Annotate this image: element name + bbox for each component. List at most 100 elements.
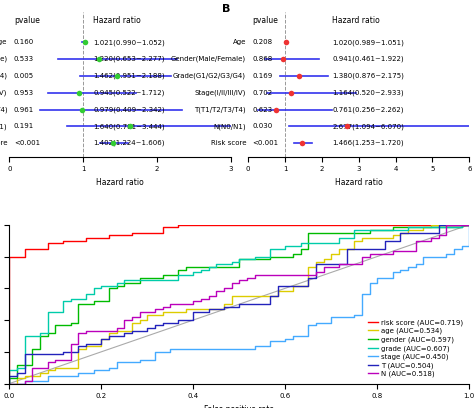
Text: 1.220(0.653~2.277): 1.220(0.653~2.277) (93, 56, 165, 62)
N (AUC=0.518) (283, 273, 288, 277)
N (AUC=0.518) (75, 331, 82, 336)
T (AUC=0.504) (145, 326, 150, 330)
gender (AUC=0.597) (451, 225, 457, 230)
Text: <0.001: <0.001 (14, 140, 40, 146)
Text: 0.533: 0.533 (14, 56, 34, 62)
T (AUC=0.504) (466, 222, 472, 227)
T (AUC=0.504) (7, 381, 12, 386)
Line: age (AUC=0.534): age (AUC=0.534) (9, 225, 469, 384)
gender (AUC=0.597) (7, 381, 12, 386)
Line: N (AUC=0.518): N (AUC=0.518) (9, 225, 469, 384)
Text: N(N0/N1): N(N0/N1) (213, 123, 246, 130)
stage (AUC=0.450) (466, 222, 472, 227)
N (AUC=0.518) (7, 381, 12, 386)
Text: 1.020(0.989~1.051): 1.020(0.989~1.051) (332, 39, 404, 46)
age (AUC=0.534) (305, 281, 311, 286)
T (AUC=0.504) (451, 222, 457, 227)
gender (AUC=0.597) (459, 222, 465, 227)
age (AUC=0.534) (420, 228, 426, 233)
risk score (AUC=0.719) (91, 235, 97, 240)
grade (AUC=0.607) (68, 299, 73, 304)
Text: Age: Age (0, 40, 7, 45)
grade (AUC=0.607) (451, 225, 457, 230)
gender (AUC=0.597) (183, 267, 189, 272)
T (AUC=0.504) (428, 230, 434, 235)
gender (AUC=0.597) (413, 225, 419, 230)
Text: 1.402(1.224~1.606): 1.402(1.224~1.606) (93, 140, 165, 146)
Text: 0.761(0.256~2.262): 0.761(0.256~2.262) (332, 106, 404, 113)
stage (AUC=0.450) (466, 222, 472, 227)
X-axis label: Hazard ratio: Hazard ratio (335, 178, 383, 187)
Text: 0.953: 0.953 (14, 90, 34, 96)
grade (AUC=0.607) (191, 270, 196, 275)
gender (AUC=0.597) (53, 323, 58, 328)
grade (AUC=0.607) (7, 381, 12, 386)
Text: 0.191: 0.191 (14, 123, 34, 129)
risk score (AUC=0.719) (160, 230, 165, 235)
Text: Stage(I/II/III/IV): Stage(I/II/III/IV) (195, 89, 246, 96)
risk score (AUC=0.719) (413, 222, 419, 227)
risk score (AUC=0.719) (175, 222, 181, 227)
grade (AUC=0.607) (45, 320, 51, 325)
stage (AUC=0.450) (7, 381, 12, 386)
stage (AUC=0.450) (152, 357, 158, 362)
stage (AUC=0.450) (206, 347, 211, 352)
Line: risk score (AUC=0.719): risk score (AUC=0.719) (9, 225, 469, 384)
Text: Stage(I/II/III/IV): Stage(I/II/III/IV) (0, 89, 7, 96)
age (AUC=0.534) (260, 294, 265, 299)
grade (AUC=0.607) (466, 222, 472, 227)
N (AUC=0.518) (436, 233, 441, 238)
Text: B: B (222, 4, 230, 13)
age (AUC=0.534) (7, 381, 12, 386)
T (AUC=0.504) (436, 222, 441, 227)
Text: Hazard ratio: Hazard ratio (332, 16, 380, 25)
Text: 2.677(1.094~6.070): 2.677(1.094~6.070) (332, 123, 404, 130)
Text: 0.208: 0.208 (253, 40, 273, 45)
Text: T(T1/T2/T3/T4): T(T1/T2/T3/T4) (194, 106, 246, 113)
gender (AUC=0.597) (75, 302, 82, 306)
N (AUC=0.518) (229, 283, 235, 288)
Text: 0.941(0.461~1.922): 0.941(0.461~1.922) (332, 56, 404, 62)
Text: Gender(Male/Female): Gender(Male/Female) (0, 56, 7, 62)
stage (AUC=0.450) (466, 230, 472, 235)
Text: N(N0/N1): N(N0/N1) (0, 123, 7, 130)
Text: 1.021(0.990~1.052): 1.021(0.990~1.052) (93, 39, 165, 46)
Text: 0.961: 0.961 (14, 106, 34, 113)
X-axis label: False positive rate: False positive rate (204, 405, 274, 408)
Text: 1.380(0.876~2.175): 1.380(0.876~2.175) (332, 73, 404, 79)
age (AUC=0.534) (99, 339, 104, 344)
Text: Risk score: Risk score (210, 140, 246, 146)
Text: 1.640(0.781~3.444): 1.640(0.781~3.444) (93, 123, 165, 130)
Text: 0.030: 0.030 (253, 123, 273, 129)
Text: Age: Age (233, 40, 246, 45)
risk score (AUC=0.719) (7, 278, 12, 283)
Text: 1.462(0.951~2.188): 1.462(0.951~2.188) (93, 73, 165, 79)
stage (AUC=0.450) (328, 317, 334, 322)
Line: grade (AUC=0.607): grade (AUC=0.607) (9, 225, 469, 384)
grade (AUC=0.607) (237, 257, 242, 262)
age (AUC=0.534) (451, 222, 457, 227)
Text: 0.702: 0.702 (253, 90, 273, 96)
Text: 0.945(0.522~1.712): 0.945(0.522~1.712) (93, 89, 165, 96)
age (AUC=0.534) (428, 222, 434, 227)
Text: Gender(Male/Female): Gender(Male/Female) (171, 56, 246, 62)
Text: pvalue: pvalue (253, 16, 279, 25)
Text: 0.169: 0.169 (253, 73, 273, 79)
Text: 0.868: 0.868 (253, 56, 273, 62)
T (AUC=0.504) (305, 281, 311, 286)
risk score (AUC=0.719) (7, 381, 12, 386)
Text: 0.979(0.409~2.342): 0.979(0.409~2.342) (93, 106, 165, 113)
Line: T (AUC=0.504): T (AUC=0.504) (9, 225, 469, 384)
N (AUC=0.518) (451, 222, 457, 227)
gender (AUC=0.597) (466, 222, 472, 227)
X-axis label: Hazard ratio: Hazard ratio (96, 178, 144, 187)
age (AUC=0.534) (466, 222, 472, 227)
grade (AUC=0.607) (413, 225, 419, 230)
grade (AUC=0.607) (459, 222, 465, 227)
Text: 1.466(1.253~1.720): 1.466(1.253~1.720) (332, 140, 404, 146)
Text: 0.005: 0.005 (14, 73, 34, 79)
Text: 0.160: 0.160 (14, 40, 34, 45)
Line: stage (AUC=0.450): stage (AUC=0.450) (9, 225, 469, 384)
Legend: risk score (AUC=0.719), age (AUC=0.534), gender (AUC=0.597), grade (AUC=0.607), : risk score (AUC=0.719), age (AUC=0.534),… (365, 317, 466, 380)
N (AUC=0.518) (466, 222, 472, 227)
